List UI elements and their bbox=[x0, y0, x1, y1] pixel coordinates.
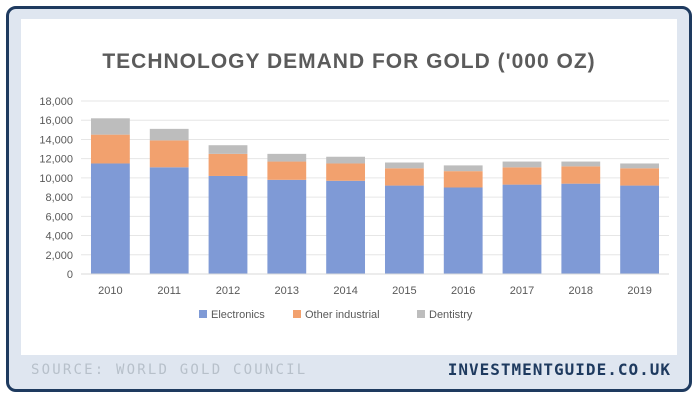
y-tick-label: 6,000 bbox=[45, 211, 73, 223]
bar-other-industrial bbox=[267, 161, 307, 180]
x-tick-label: 2017 bbox=[510, 285, 534, 297]
bar-electronics bbox=[90, 163, 130, 274]
bar-dentistry bbox=[90, 118, 130, 135]
bars bbox=[90, 118, 660, 274]
legend-label: Other industrial bbox=[305, 309, 380, 321]
bar-dentistry bbox=[443, 165, 483, 172]
bar-electronics bbox=[502, 184, 542, 274]
y-tick-label: 8,000 bbox=[45, 192, 73, 204]
bar-dentistry bbox=[561, 161, 601, 167]
x-tick-label: 2018 bbox=[569, 285, 593, 297]
x-tick-label: 2013 bbox=[275, 285, 299, 297]
bar-other-industrial bbox=[443, 171, 483, 188]
legend-label: Electronics bbox=[211, 309, 265, 321]
bar-other-industrial bbox=[326, 163, 366, 181]
bar-other-industrial bbox=[502, 167, 542, 185]
brand-logo-text: INVESTMENTGUIDE.CO.UK bbox=[447, 360, 671, 379]
x-tick-label: 2015 bbox=[392, 285, 416, 297]
bar-electronics bbox=[326, 180, 366, 274]
bar-other-industrial bbox=[208, 153, 248, 176]
chart-svg: TECHNOLOGY DEMAND FOR GOLD ('000 OZ) 0 2,… bbox=[39, 50, 669, 321]
bar-other-industrial bbox=[620, 168, 660, 186]
bar-electronics bbox=[620, 185, 660, 274]
bar-dentistry bbox=[326, 156, 366, 164]
y-axis: 0 2,000 4,000 6,000 8,000 10,000 12,000 14,000 1… bbox=[39, 96, 73, 281]
chart-title: TECHNOLOGY DEMAND FOR GOLD ('000 OZ) bbox=[102, 50, 595, 73]
bar-other-industrial bbox=[90, 134, 130, 164]
x-tick-label: 2010 bbox=[98, 285, 122, 297]
x-tick-label: 2019 bbox=[627, 285, 651, 297]
y-tick-label: 2,000 bbox=[45, 250, 73, 262]
bar-dentistry bbox=[267, 153, 307, 162]
legend-swatch bbox=[199, 310, 207, 318]
legend: Electronics Other industrial Dentistry bbox=[199, 309, 473, 321]
source-note: SOURCE: WORLD GOLD COUNCIL bbox=[31, 362, 308, 378]
bar-electronics bbox=[267, 179, 307, 274]
bar-other-industrial bbox=[561, 166, 601, 184]
bar-electronics bbox=[149, 167, 189, 274]
y-tick-label: 18,000 bbox=[39, 96, 73, 108]
bar-dentistry bbox=[502, 161, 542, 168]
bar-electronics bbox=[384, 185, 424, 274]
bar-dentistry bbox=[384, 162, 424, 169]
x-axis: 2010 2011 2012 2013 2014 2015 2016 2017 2018 2019 bbox=[81, 273, 669, 297]
x-tick-label: 2012 bbox=[216, 285, 240, 297]
x-tick-label: 2011 bbox=[157, 285, 181, 297]
bar-dentistry bbox=[208, 145, 248, 154]
chart-panel: TECHNOLOGY DEMAND FOR GOLD ('000 OZ) 0 2,… bbox=[21, 19, 677, 355]
legend-swatch bbox=[293, 310, 301, 318]
y-tick-label: 4,000 bbox=[45, 231, 73, 243]
bar-electronics bbox=[561, 183, 601, 274]
chart-frame: TECHNOLOGY DEMAND FOR GOLD ('000 OZ) 0 2,… bbox=[6, 6, 692, 392]
legend-swatch bbox=[417, 310, 425, 318]
x-tick-label: 2016 bbox=[451, 285, 475, 297]
bar-dentistry bbox=[620, 163, 660, 169]
bar-electronics bbox=[208, 175, 248, 274]
y-tick-label: 10,000 bbox=[39, 173, 73, 185]
bar-other-industrial bbox=[384, 168, 424, 186]
bar-dentistry bbox=[149, 128, 189, 141]
y-tick-label: 14,000 bbox=[39, 134, 73, 146]
legend-label: Dentistry bbox=[429, 309, 473, 321]
bar-other-industrial bbox=[149, 140, 189, 168]
y-tick-label: 0 bbox=[67, 269, 73, 281]
x-tick-label: 2014 bbox=[333, 285, 357, 297]
bar-electronics bbox=[443, 187, 483, 274]
y-tick-label: 12,000 bbox=[39, 154, 73, 166]
y-tick-label: 16,000 bbox=[39, 115, 73, 127]
